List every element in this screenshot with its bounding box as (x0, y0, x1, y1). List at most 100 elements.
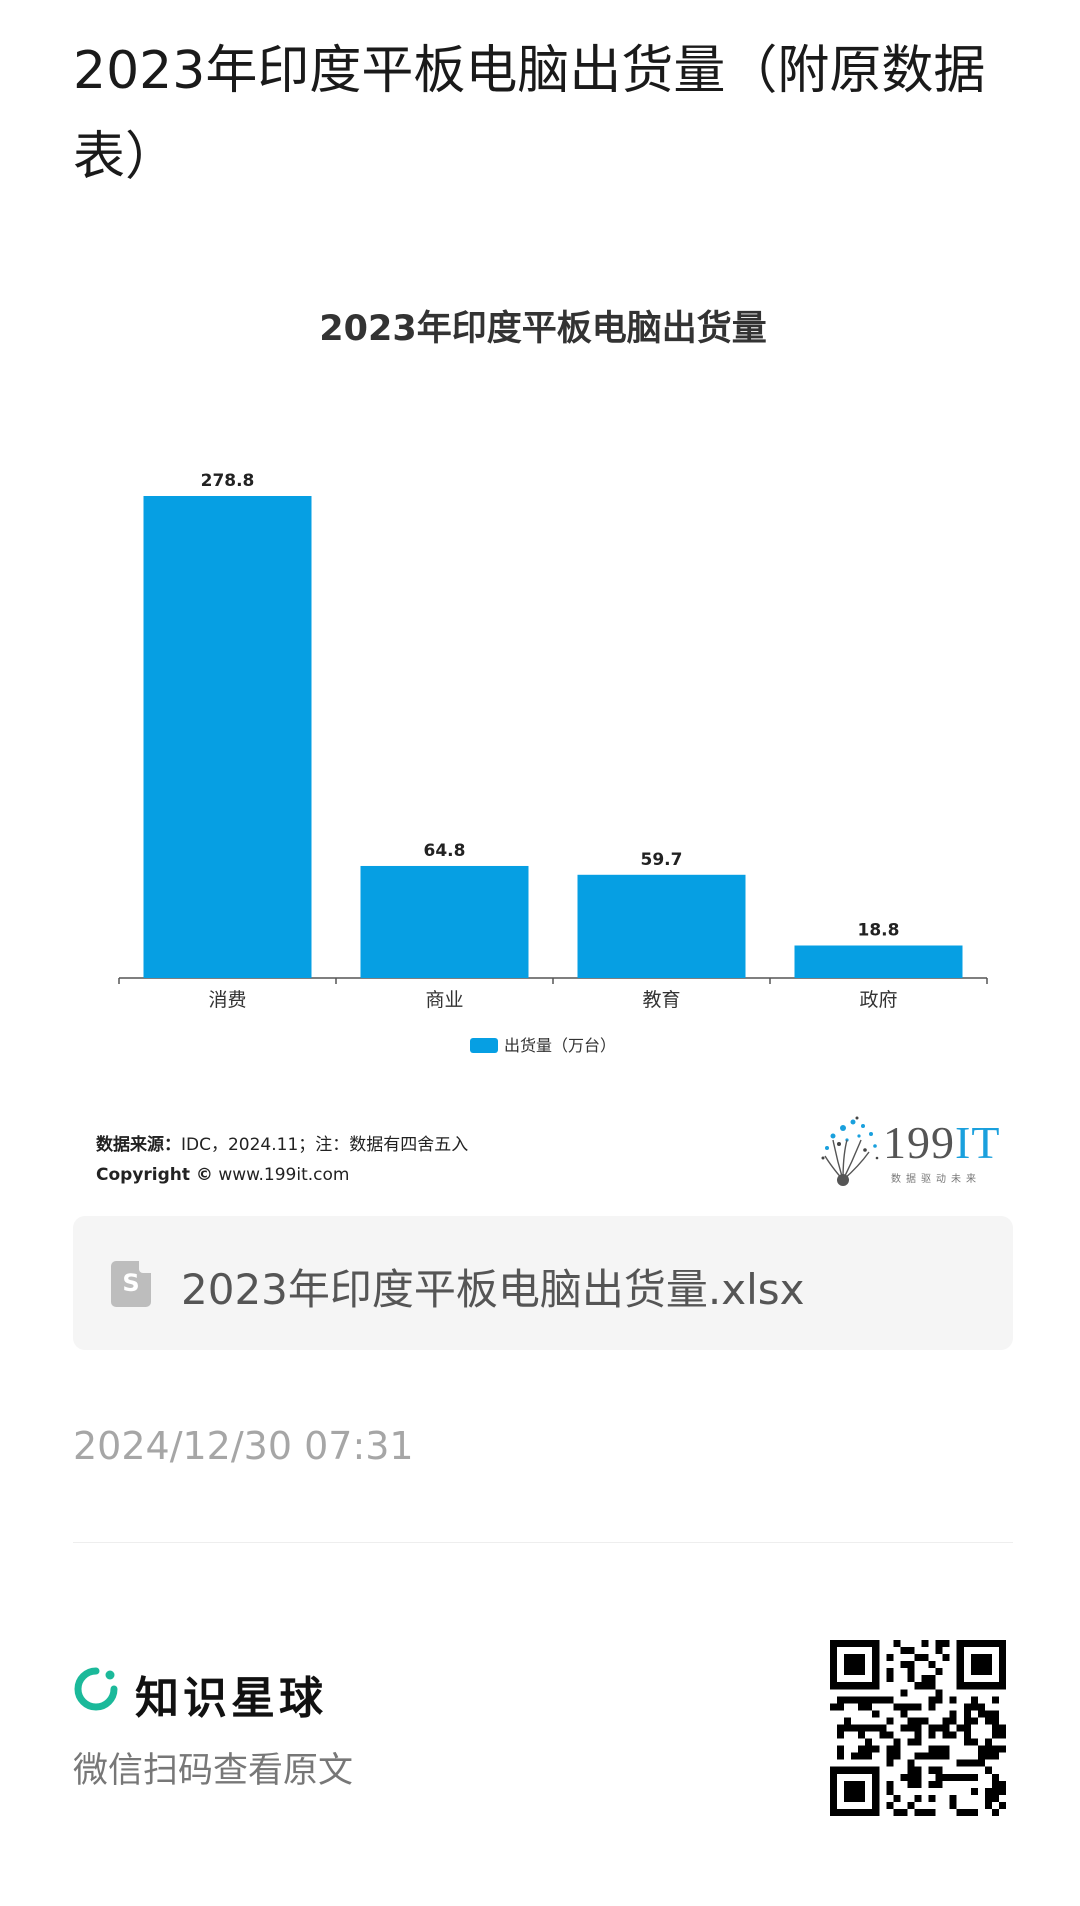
qr-module (977, 1745, 985, 1753)
qr-module (970, 1696, 978, 1704)
data-label: 18.8 (858, 920, 900, 940)
qr-module (928, 1766, 936, 1774)
qr-module (865, 1752, 873, 1760)
qr-module (963, 1710, 971, 1718)
bar (360, 865, 529, 978)
qr-module (865, 1703, 873, 1711)
qr-module (984, 1787, 992, 1795)
qr-module (970, 1808, 978, 1816)
qr-module (949, 1717, 957, 1725)
qr-module (893, 1794, 901, 1802)
chart-title: 2023年印度平板电脑出货量 (319, 309, 767, 349)
qr-module (998, 1731, 1006, 1739)
qr-module (963, 1759, 971, 1767)
qr-module (970, 1703, 978, 1711)
qr-module (914, 1682, 922, 1690)
qr-module (886, 1787, 894, 1795)
qr-module (942, 1724, 950, 1732)
qr-module (900, 1808, 908, 1816)
qr-module (998, 1724, 1006, 1732)
qr-module (928, 1780, 936, 1788)
qr-module (956, 1808, 964, 1816)
bar (794, 945, 963, 978)
file-name[interactable]: 2023年印度平板电脑出货量.xlsx (181, 1265, 805, 1314)
qr-module (893, 1703, 901, 1711)
legend-swatch (469, 1038, 498, 1053)
chart-image: 2023年印度平板电脑出货量 278.8 消费 64.8 商业 59.7 教育 18.8 政府… (73, 270, 1013, 1210)
qr-module (935, 1724, 943, 1732)
copyright-label: Copyright © (96, 1165, 213, 1185)
qr-module (935, 1696, 943, 1704)
qr-module (949, 1794, 957, 1802)
qr-module (928, 1752, 936, 1760)
qr-module (914, 1773, 922, 1781)
qr-module (914, 1654, 922, 1662)
qr-module (984, 1745, 992, 1753)
qr-module (872, 1745, 880, 1753)
qr-module (837, 1752, 845, 1760)
chart-legend: 出货量（万台） (73, 1032, 1013, 1056)
qr-module (921, 1752, 929, 1760)
qr-module (970, 1654, 992, 1676)
qr-module (928, 1682, 936, 1690)
qr-module (858, 1703, 866, 1711)
qr-module (998, 1787, 1006, 1795)
qr-module (970, 1787, 978, 1795)
qr-module (921, 1675, 929, 1683)
copyright-url: www.199it.com (218, 1165, 350, 1185)
zsxq-logo-icon (74, 1667, 118, 1711)
qr-module (949, 1801, 957, 1809)
qr-module (914, 1703, 922, 1711)
qr-module (907, 1780, 915, 1788)
qr-module (963, 1738, 971, 1746)
x-tick-label: 政府 (859, 989, 897, 1011)
attachment-file[interactable]: S 2023年印度平板电脑出货量.xlsx (73, 1216, 1013, 1350)
qr-module (984, 1766, 992, 1774)
qr-module (900, 1647, 908, 1655)
qr-module (921, 1717, 929, 1725)
qr-module (935, 1668, 943, 1676)
qr-module (858, 1696, 866, 1704)
qr-module (865, 1696, 873, 1704)
qr-module (844, 1724, 852, 1732)
qr-module (886, 1654, 894, 1662)
qr-module (928, 1794, 936, 1802)
source-text: IDC，2024.11；注：数据有四舍五入 (181, 1135, 469, 1155)
qr-module (886, 1745, 894, 1753)
qr-code[interactable] (830, 1640, 1006, 1816)
qr-module (872, 1710, 880, 1718)
qr-module (907, 1738, 915, 1746)
qr-module (914, 1717, 922, 1725)
qr-module (984, 1710, 992, 1718)
qr-module (907, 1717, 915, 1725)
qr-module (991, 1787, 999, 1795)
qr-module (928, 1675, 936, 1683)
brand-name: 知识星球 (135, 1673, 327, 1724)
qr-module (914, 1738, 922, 1746)
qr-module (893, 1808, 901, 1816)
qr-module (991, 1794, 999, 1802)
qr-module (858, 1752, 866, 1760)
qr-module (893, 1640, 901, 1648)
data-label: 59.7 (641, 850, 683, 870)
qr-module (963, 1731, 971, 1739)
qr-module (998, 1745, 1006, 1753)
dandelion-icon (821, 1116, 879, 1186)
qr-module (851, 1696, 859, 1704)
qr-module (956, 1773, 964, 1781)
qr-module (928, 1661, 936, 1669)
logo-brand: 199 (883, 1117, 955, 1168)
qr-module (837, 1696, 845, 1704)
qr-module (837, 1731, 845, 1739)
qr-module (851, 1724, 859, 1732)
qr-module (865, 1724, 873, 1732)
file-icon-letter: S (122, 1269, 140, 1297)
qr-module (907, 1801, 915, 1809)
qr-module (900, 1724, 908, 1732)
qr-module (991, 1696, 999, 1704)
qr-module (928, 1724, 936, 1732)
qr-module (893, 1745, 901, 1753)
qr-module (963, 1717, 971, 1725)
qr-module (977, 1710, 985, 1718)
qr-module (886, 1675, 894, 1683)
